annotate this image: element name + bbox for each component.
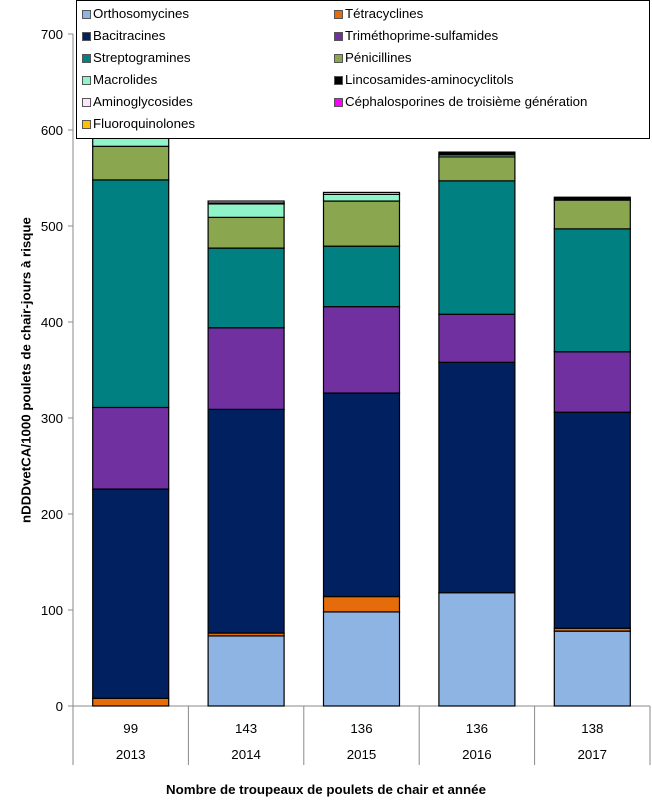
- legend-swatch: [334, 98, 343, 107]
- x-year-label: 2013: [116, 747, 146, 762]
- legend-item: Orthosomycines: [82, 6, 189, 22]
- legend-item: Pénicillines: [334, 50, 412, 66]
- x-year-label: 2016: [462, 747, 492, 762]
- bar-segment: [322, 191, 401, 195]
- x-axis-title: Nombre de troupeaux de poulets de chair …: [166, 782, 486, 797]
- x-year-label: 2015: [347, 747, 377, 762]
- bar-segment: [322, 306, 401, 394]
- y-tick-label: 700: [41, 27, 63, 42]
- x-flock-count-label: 143: [235, 721, 257, 736]
- x-flock-count-label: 136: [350, 721, 372, 736]
- bar-segment: [92, 406, 170, 490]
- bar-segment: [438, 156, 516, 182]
- legend-item: Aminoglycosides: [82, 94, 193, 110]
- bar-segment: [92, 488, 170, 699]
- bar-segment: [207, 247, 285, 329]
- bar-segment: [322, 245, 401, 308]
- x-flock-count-label: 99: [123, 721, 138, 736]
- bar-segment: [553, 351, 631, 413]
- y-axis-title: nDDDvetCA/1000 poulets de chair-jours à …: [18, 217, 34, 523]
- legend-swatch: [82, 32, 91, 41]
- legend-label: Pénicillines: [345, 50, 412, 65]
- bar-segment: [553, 228, 631, 353]
- bar-segment: [207, 200, 285, 204]
- legend-item: Tétracyclines: [334, 6, 423, 22]
- bar-segment: [438, 151, 516, 156]
- y-tick-label: 300: [41, 411, 63, 426]
- bar-segment: [207, 203, 285, 218]
- legend-label: Bacitracines: [93, 28, 166, 43]
- y-tick-label: 500: [41, 219, 63, 234]
- y-tick-label: 400: [41, 315, 63, 330]
- bar-segment: [207, 216, 285, 249]
- bar-segment: [322, 611, 401, 707]
- legend-label: Aminoglycosides: [93, 94, 193, 109]
- legend-swatch: [334, 10, 343, 19]
- bar-segment: [322, 392, 401, 598]
- legend-label: Fluoroquinolones: [93, 116, 196, 131]
- legend-swatch: [334, 76, 343, 85]
- legend: Orthosomycines Tétracyclines Bacitracines T…: [76, 0, 650, 139]
- bar-segment: [438, 592, 516, 707]
- legend-item: Bacitracines: [82, 28, 165, 44]
- bar-segment: [438, 180, 516, 315]
- legend-item: Streptogramines: [82, 50, 191, 66]
- bar-segment: [207, 327, 285, 410]
- legend-label: Macrolides: [93, 72, 158, 87]
- legend-label: Streptogramines: [93, 50, 191, 65]
- bar-segment: [92, 145, 170, 181]
- bar-segment: [92, 697, 170, 707]
- legend-item: Macrolides: [82, 72, 157, 88]
- legend-swatch: [82, 76, 91, 85]
- y-tick-label: 200: [41, 507, 63, 522]
- x-flock-count-label: 136: [466, 721, 488, 736]
- bar-segment: [92, 179, 170, 409]
- legend-swatch: [82, 10, 91, 19]
- legend-label: Triméthoprime-sulfamides: [345, 28, 499, 43]
- legend-item: Céphalosporines de troisième génération: [334, 94, 587, 110]
- legend-swatch: [82, 98, 91, 107]
- legend-item: Fluoroquinolones: [82, 116, 195, 132]
- x-year-label: 2014: [231, 747, 261, 762]
- legend-item: Triméthoprime-sulfamides: [334, 28, 498, 44]
- legend-swatch: [334, 54, 343, 63]
- bar-segment: [553, 630, 631, 707]
- bar-segment: [322, 193, 401, 202]
- bar-segment: [207, 635, 285, 707]
- bar-segment: [553, 196, 631, 201]
- x-year-label: 2017: [578, 747, 608, 762]
- legend-swatch: [82, 54, 91, 63]
- legend-label: Céphalosporines de troisième génération: [345, 94, 588, 109]
- bar-segment: [438, 313, 516, 363]
- y-tick-label: 0: [56, 699, 63, 714]
- bar-segment: [438, 361, 516, 594]
- legend-swatch: [334, 32, 343, 41]
- bar-segment: [553, 199, 631, 230]
- y-tick-label: 100: [41, 603, 63, 618]
- x-flock-count-label: 138: [581, 721, 603, 736]
- y-tick-label: 600: [41, 123, 63, 138]
- legend-label: Tétracyclines: [345, 6, 424, 21]
- bar-segment: [322, 595, 401, 613]
- legend-swatch: [82, 120, 91, 129]
- legend-label: Orthosomycines: [93, 6, 190, 21]
- bar-segment: [322, 200, 401, 247]
- legend-item: Lincosamides-aminocyclitols: [334, 72, 514, 88]
- bar-segment: [207, 408, 285, 634]
- legend-label: Lincosamides-aminocyclitols: [345, 72, 514, 87]
- bar-segment: [553, 411, 631, 629]
